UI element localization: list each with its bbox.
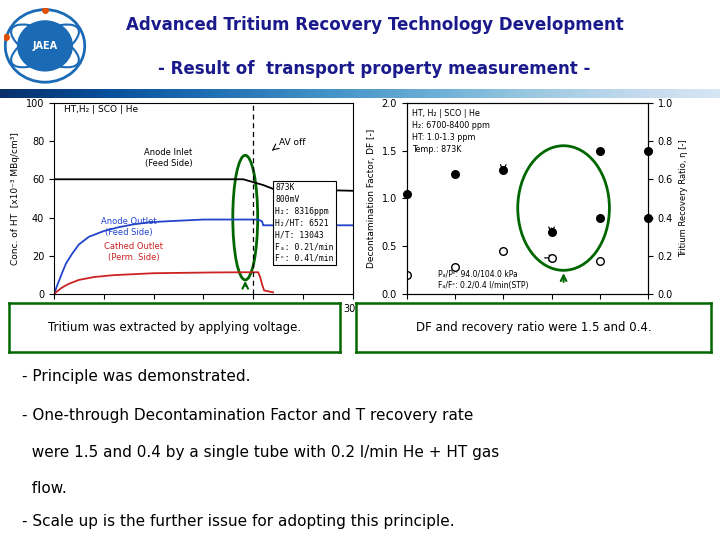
Circle shape — [18, 21, 72, 71]
Y-axis label: Conc. of HT  [x10⁻³ MBq/cm³]: Conc. of HT [x10⁻³ MBq/cm³] — [12, 132, 20, 265]
Text: Advanced Tritium Recovery Technology Development: Advanced Tritium Recovery Technology Dev… — [125, 16, 624, 34]
Text: Anode Outlet
(Feed Side): Anode Outlet (Feed Side) — [101, 218, 156, 237]
Point — [642, 146, 654, 155]
Point — [546, 228, 557, 237]
Point — [594, 146, 606, 155]
X-axis label: Applied Voltage [mV]: Applied Voltage [mV] — [476, 320, 579, 329]
Y-axis label: Decontamination Factor, DF [-]: Decontamination Factor, DF [-] — [367, 129, 376, 268]
Text: Cathed Outlet
(Perm. Side): Cathed Outlet (Perm. Side) — [104, 242, 163, 262]
Y-axis label: Tritium Recovery Ratio, η [-]: Tritium Recovery Ratio, η [-] — [679, 139, 688, 258]
Text: - Scale up is the further issue for adopting this principle.: - Scale up is the further issue for adop… — [22, 514, 454, 529]
Text: flow.: flow. — [22, 481, 66, 496]
Text: 873K
800mV
H₂: 8316ppm
H₂/HT: 6521
H/T: 13043
Fₐ: 0.2l/min
Fᶜ: 0.4l/min: 873K 800mV H₂: 8316ppm H₂/HT: 6521 H/T: … — [275, 183, 333, 263]
Text: JAEA: JAEA — [32, 41, 58, 51]
Text: Anode Inlet
(Feed Side): Anode Inlet (Feed Side) — [145, 148, 193, 168]
Text: Tritium was extracted by applying voltage.: Tritium was extracted by applying voltag… — [48, 321, 301, 334]
Point — [498, 165, 509, 174]
X-axis label: Elapsed Time [min]: Elapsed Time [min] — [156, 320, 251, 329]
Point — [546, 254, 557, 262]
Point — [594, 213, 606, 222]
Text: - Principle was demonstrated.: - Principle was demonstrated. — [22, 369, 250, 384]
Point — [594, 256, 606, 265]
Text: - One-through Decontamination Factor and T recovery rate: - One-through Decontamination Factor and… — [22, 408, 473, 423]
Text: HT, H₂ | SCO | He
H₂: 6700-8400 ppm
HT: 1.0-1.3 ppm
Temp.: 873K: HT, H₂ | SCO | He H₂: 6700-8400 ppm HT: … — [412, 109, 490, 154]
Point — [401, 271, 413, 279]
Point — [449, 170, 461, 179]
Text: HT,H₂ | SCO | He: HT,H₂ | SCO | He — [64, 105, 138, 114]
Text: were 1.5 and 0.4 by a single tube with 0.2 l/min He + HT gas: were 1.5 and 0.4 by a single tube with 0… — [22, 444, 499, 460]
Text: DF and recovery ratio were 1.5 and 0.4.: DF and recovery ratio were 1.5 and 0.4. — [416, 321, 652, 334]
Text: Pₐ/Pᶜ: 94.0/104.0 kPa
Fₐ/Fᶜ: 0.2/0.4 l/min(STP): Pₐ/Pᶜ: 94.0/104.0 kPa Fₐ/Fᶜ: 0.2/0.4 l/m… — [438, 269, 528, 289]
Text: - Result of  transport property measurement -: - Result of transport property measureme… — [158, 60, 590, 78]
Point — [401, 190, 413, 198]
Point — [498, 247, 509, 255]
Point — [449, 263, 461, 272]
Point — [642, 213, 654, 222]
Text: AV off: AV off — [279, 138, 305, 147]
